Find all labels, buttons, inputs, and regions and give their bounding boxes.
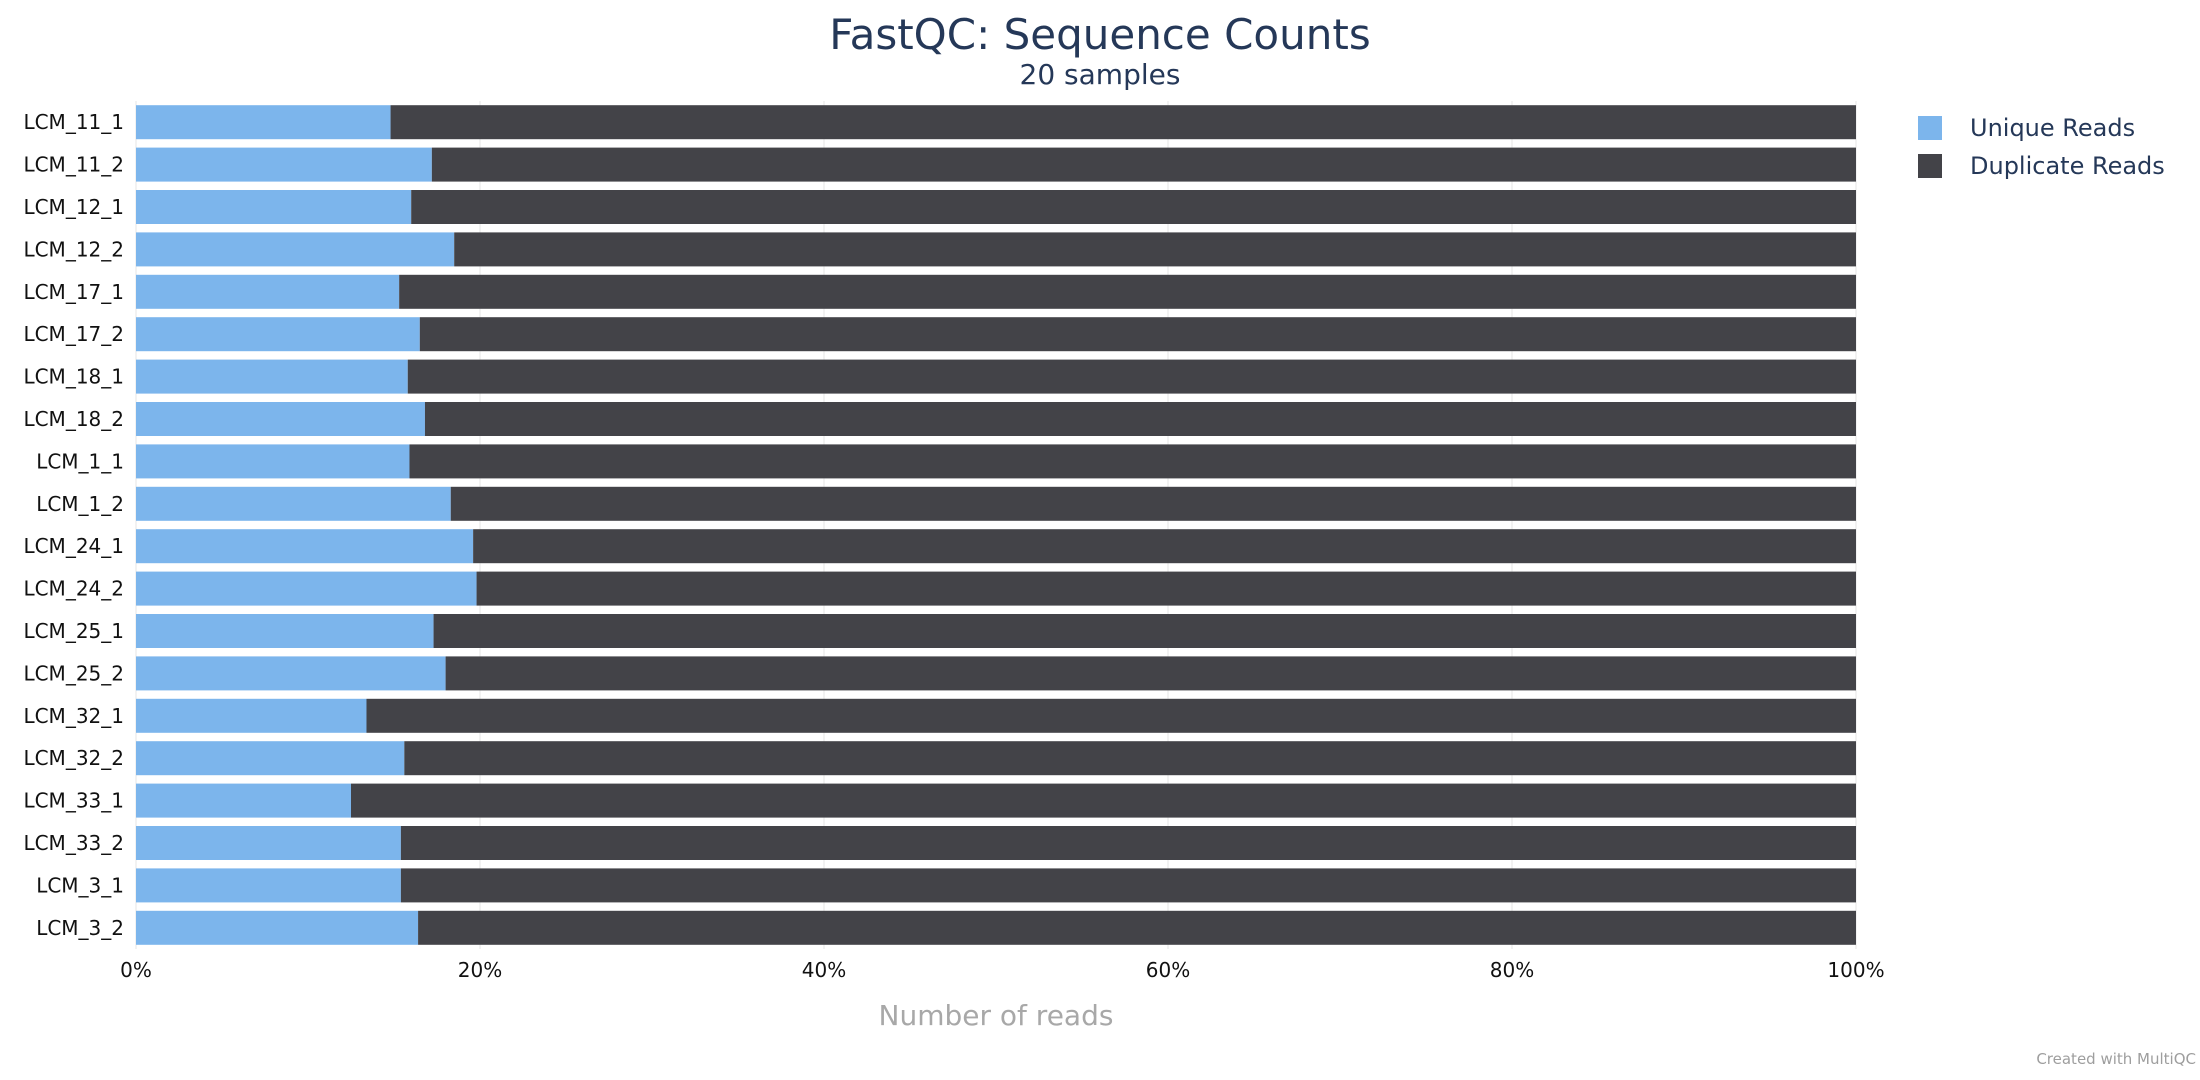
bar-LCM_24_1-unique[interactable]: [136, 529, 474, 564]
bars: [136, 105, 1857, 945]
bar-LCM_12_2-unique[interactable]: [136, 232, 455, 267]
y-tick-label: LCM_17_1: [23, 280, 124, 304]
x-tick-label: 100%: [1827, 958, 1884, 982]
y-tick-label: LCM_25_2: [23, 661, 124, 685]
bar-LCM_1_1-unique[interactable]: [136, 444, 410, 479]
bar-LCM_18_2-duplicate[interactable]: [424, 402, 1857, 436]
bar-LCM_33_1-duplicate[interactable]: [351, 783, 1856, 818]
legend-item-unique-reads[interactable]: Unique Reads: [1918, 114, 2135, 142]
bar-LCM_17_1-unique[interactable]: [136, 274, 400, 309]
bar-LCM_24_1-duplicate[interactable]: [473, 529, 1856, 564]
y-tick-label: LCM_24_2: [23, 577, 124, 601]
y-tick-label: LCM_11_2: [23, 153, 124, 177]
bar-LCM_33_1-unique[interactable]: [136, 783, 351, 818]
bar-LCM_18_1-duplicate[interactable]: [407, 359, 1856, 394]
bar-LCM_17_1-duplicate[interactable]: [399, 274, 1856, 309]
y-tick-label: LCM_32_2: [23, 746, 124, 770]
y-axis-labels: LCM_11_1 LCM_11_2 LCM_12_1 LCM_12_2 LCM_17_1…: [23, 110, 124, 940]
bar-LCM_32_2-duplicate[interactable]: [404, 741, 1856, 776]
bar-LCM_3_2-unique[interactable]: [136, 910, 419, 945]
bar-LCM_32_2-unique[interactable]: [136, 741, 405, 776]
chart-subtitle: 20 samples: [1020, 58, 1181, 91]
bar-LCM_25_1-duplicate[interactable]: [433, 614, 1856, 648]
y-tick-label: LCM_3_1: [36, 873, 124, 897]
bar-LCM_12_1-unique[interactable]: [136, 190, 412, 224]
x-tick-label: 0%: [120, 958, 152, 982]
bar-LCM_11_1-unique[interactable]: [136, 105, 391, 140]
bar-LCM_12_2-duplicate[interactable]: [454, 232, 1857, 267]
bar-LCM_24_2-unique[interactable]: [136, 571, 477, 606]
bar-LCM_1_1-duplicate[interactable]: [409, 444, 1857, 479]
bar-LCM_24_2-duplicate[interactable]: [476, 571, 1856, 606]
bar-LCM_3_2-duplicate[interactable]: [418, 910, 1857, 945]
x-tick-label: 60%: [1146, 958, 1190, 982]
bar-LCM_25_1-unique[interactable]: [136, 614, 434, 648]
y-tick-label: LCM_33_2: [23, 831, 124, 855]
y-tick-label: LCM_32_1: [23, 704, 124, 728]
bar-LCM_18_1-unique[interactable]: [136, 359, 408, 394]
bar-LCM_33_2-unique[interactable]: [136, 826, 401, 860]
y-tick-label: LCM_17_2: [23, 322, 124, 346]
y-tick-label: LCM_1_2: [36, 492, 124, 516]
bar-LCM_12_1-duplicate[interactable]: [411, 190, 1857, 224]
bar-LCM_32_1-unique[interactable]: [136, 698, 367, 733]
bar-LCM_11_1-duplicate[interactable]: [390, 105, 1856, 140]
x-axis-title: Number of reads: [879, 999, 1114, 1032]
y-tick-label: LCM_1_1: [36, 449, 124, 473]
bar-LCM_17_2-duplicate[interactable]: [419, 317, 1856, 352]
bar-LCM_3_1-duplicate[interactable]: [400, 868, 1856, 903]
bar-LCM_25_2-unique[interactable]: [136, 656, 446, 691]
bar-LCM_32_1-duplicate[interactable]: [366, 698, 1857, 733]
bar-LCM_18_2-unique[interactable]: [136, 402, 425, 436]
bar-LCM_33_2-duplicate[interactable]: [400, 826, 1856, 860]
y-tick-label: LCM_18_2: [23, 407, 124, 431]
bar-LCM_3_1-unique[interactable]: [136, 868, 401, 903]
bar-LCM_25_2-duplicate[interactable]: [445, 656, 1857, 691]
legend-label: Duplicate Reads: [1970, 152, 2165, 180]
credit-text: Created with MultiQC: [2036, 1050, 2196, 1068]
x-axis-ticks: 0% 20% 40% 60% 80% 100%: [120, 958, 1884, 982]
gridlines: [135, 101, 1857, 949]
x-tick-label: 40%: [802, 958, 846, 982]
y-tick-label: LCM_3_2: [36, 916, 124, 940]
legend-swatch: [1918, 154, 1942, 178]
legend-label: Unique Reads: [1970, 114, 2135, 142]
bar-LCM_1_2-unique[interactable]: [136, 486, 451, 521]
y-tick-label: LCM_33_1: [23, 789, 124, 813]
y-tick-label: LCM_11_1: [23, 110, 124, 134]
bar-LCM_17_2-unique[interactable]: [136, 317, 420, 352]
y-tick-label: LCM_18_1: [23, 365, 124, 389]
bar-LCM_11_2-duplicate[interactable]: [431, 147, 1857, 182]
legend[interactable]: Unique Reads Duplicate Reads: [1918, 114, 2165, 180]
legend-item-duplicate-reads[interactable]: Duplicate Reads: [1918, 152, 2165, 180]
chart-title: FastQC: Sequence Counts: [829, 10, 1370, 59]
bar-LCM_1_2-duplicate[interactable]: [450, 486, 1856, 521]
y-tick-label: LCM_12_2: [23, 237, 124, 261]
bar-LCM_11_2-unique[interactable]: [136, 147, 432, 182]
legend-swatch: [1918, 116, 1942, 140]
x-tick-label: 20%: [458, 958, 502, 982]
y-tick-label: LCM_12_1: [23, 195, 124, 219]
y-tick-label: LCM_25_1: [23, 619, 124, 643]
x-tick-label: 80%: [1490, 958, 1534, 982]
y-tick-label: LCM_24_1: [23, 534, 124, 558]
